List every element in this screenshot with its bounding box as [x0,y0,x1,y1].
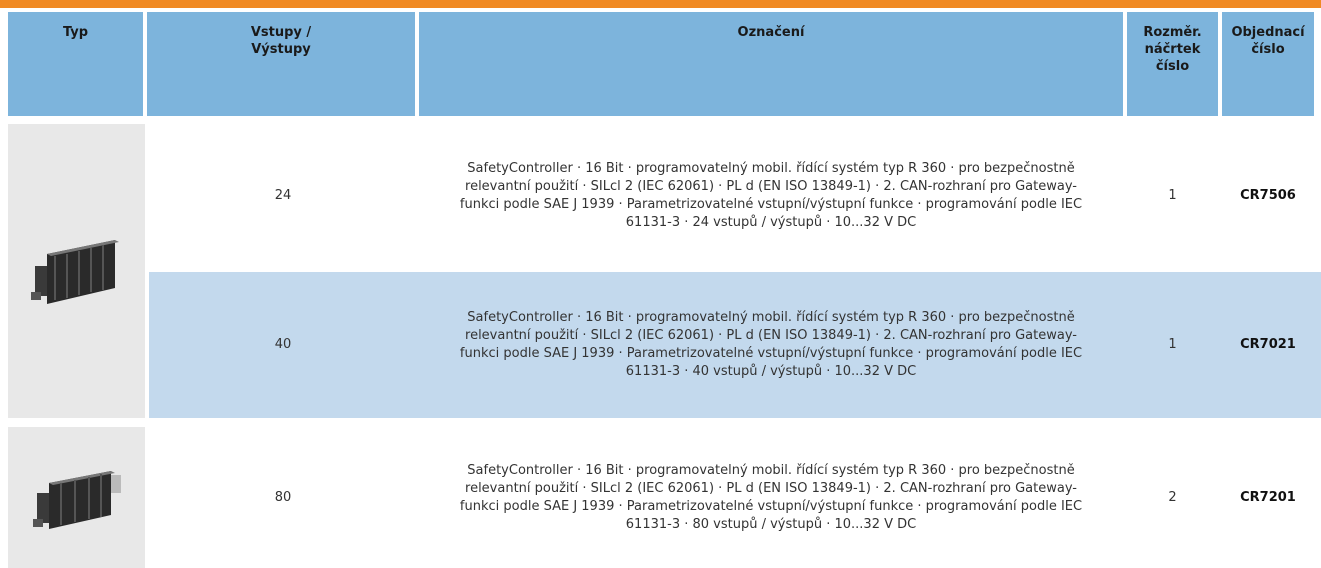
cell: 40 [274,337,292,352]
header-cell: Objednací číslo [1222,12,1314,116]
cell: 1 [1168,188,1177,203]
description: SafetyController · 16 Bit · programovate… [459,310,1083,379]
header-cell: Vstupy / Výstupy [147,12,415,116]
cell: 2 [1168,489,1177,505]
product-image [8,427,145,568]
order-number: CR7021 [1240,337,1296,352]
device-icon [32,470,121,529]
top-bar [0,0,1321,8]
header-text: Vstupy / Výstupy [250,25,312,57]
product-image [8,124,145,418]
description: SafetyController · 16 Bit · programovate… [459,462,1083,532]
order-number: CR7201 [1240,489,1296,505]
header-cell: Typ [8,12,143,116]
description: SafetyController · 16 Bit · programovate… [459,161,1083,230]
header-cell: Rozměr. náčrtek číslo [1127,12,1218,116]
cell: 1 [1168,337,1177,352]
header-cell: Označení [419,12,1123,116]
order-number: CR7506 [1240,188,1296,203]
row-highlight [149,272,1321,418]
cell: 24 [274,188,292,203]
cell: 80 [274,489,292,505]
device-icon [30,240,119,304]
